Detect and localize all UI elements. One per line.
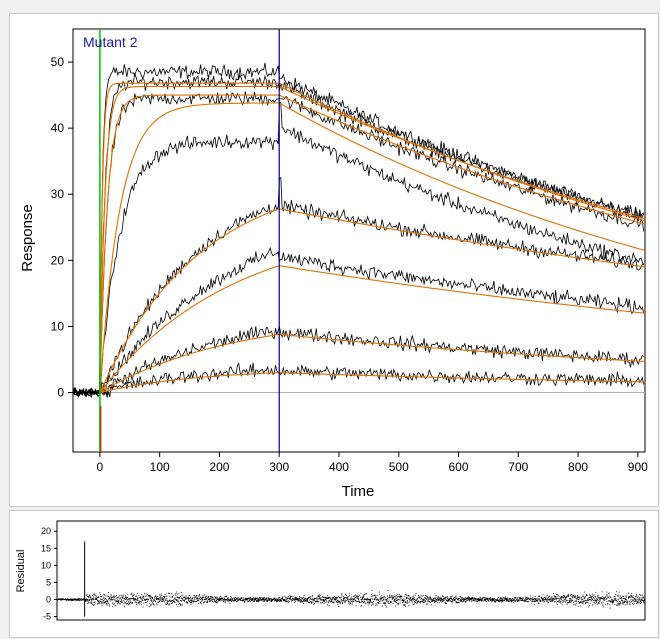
data-trace	[73, 177, 644, 397]
main-plot-content	[73, 29, 645, 452]
x-tick-label: 200	[209, 460, 229, 474]
residual-y-tick-label: -5	[43, 612, 51, 622]
main-axes: 0 100 200 300 400 500 600 700 800 900 0 10 20 30 40 50	[51, 55, 649, 474]
fit-curve	[99, 208, 645, 393]
residual-y-tick-label: 15	[41, 543, 51, 553]
residual-plot-content	[57, 541, 645, 617]
x-tick-label: 900	[628, 460, 648, 474]
fit-curve	[99, 102, 645, 393]
y-tick-label: 0	[57, 386, 64, 400]
main-plot-area	[72, 28, 646, 453]
y-tick-label: 10	[51, 319, 65, 333]
residual-y-tick-label: 10	[41, 560, 51, 570]
data-trace	[73, 72, 645, 396]
data-trace	[73, 362, 645, 399]
x-tick-label: 700	[508, 460, 528, 474]
residual-y-axis-label: Residual	[15, 550, 27, 593]
x-tick-label: 300	[269, 460, 289, 474]
residual-plot-area	[56, 520, 646, 621]
data-trace	[73, 246, 645, 399]
y-axis-label: Response	[19, 204, 36, 272]
x-tick-label: 0	[97, 460, 104, 474]
residual-axes: -5 0 5 10 15 20	[41, 526, 57, 622]
x-tick-label: 400	[329, 460, 349, 474]
y-tick-label: 50	[51, 55, 65, 69]
y-tick-label: 30	[51, 187, 65, 201]
residual-y-tick-label: 5	[46, 577, 51, 587]
fit-curve	[99, 94, 645, 393]
y-tick-label: 20	[51, 253, 65, 267]
chart-title: Mutant 2	[83, 34, 138, 50]
data-trace	[73, 91, 645, 396]
data-trace	[73, 101, 645, 398]
x-tick-label: 500	[389, 460, 409, 474]
x-axis-label: Time	[342, 483, 375, 500]
residual-y-tick-label: 0	[46, 595, 51, 605]
x-tick-label: 800	[568, 460, 588, 474]
fit-curve	[99, 82, 645, 393]
residual-y-tick-label: 20	[41, 526, 51, 536]
x-tick-label: 600	[449, 460, 469, 474]
fit-curve	[99, 265, 645, 393]
y-tick-label: 40	[51, 121, 65, 135]
fit-curve	[99, 85, 645, 393]
residual-points	[57, 589, 645, 609]
fit-curve	[99, 372, 645, 394]
fit-curve	[99, 333, 645, 393]
x-tick-label: 100	[150, 460, 170, 474]
